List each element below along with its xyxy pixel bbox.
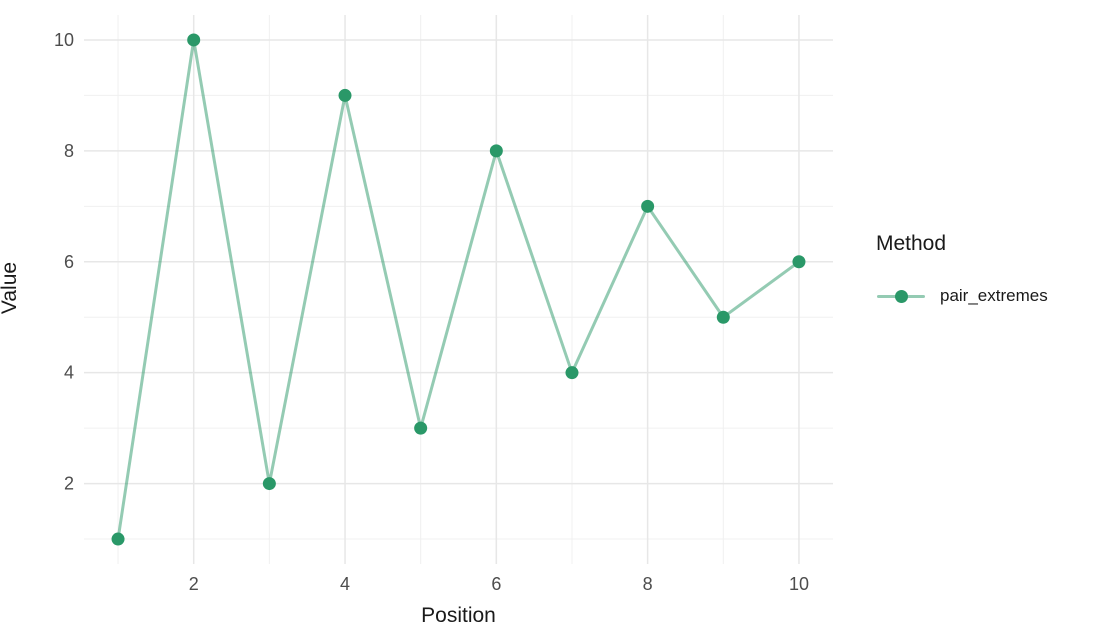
data-point <box>792 255 806 269</box>
data-point <box>262 477 276 491</box>
legend-point-swatch <box>894 289 908 303</box>
series-line <box>116 38 801 541</box>
data-point <box>111 532 125 546</box>
y-tick-label: 10 <box>54 30 74 50</box>
y-tick-label: 2 <box>64 474 74 494</box>
data-point <box>641 199 655 213</box>
data-point <box>414 421 428 435</box>
y-axis-title: Value <box>0 261 21 315</box>
legend-item-label: pair_extremes <box>940 286 1048 305</box>
x-tick-label: 10 <box>789 574 809 594</box>
x-tick-label: 6 <box>491 574 501 594</box>
data-point <box>338 88 352 102</box>
legend-key-icon <box>876 284 926 308</box>
x-tick-label: 4 <box>340 574 350 594</box>
y-tick-label: 8 <box>64 141 74 161</box>
legend: Method pair_extremes <box>876 232 1048 308</box>
x-tick-label: 2 <box>189 574 199 594</box>
data-point <box>716 310 730 324</box>
y-tick-label: 4 <box>64 363 74 383</box>
data-point <box>565 366 579 380</box>
data-point <box>489 144 503 158</box>
legend-item: pair_extremes <box>876 284 1048 308</box>
x-axis-title: Position <box>421 604 496 627</box>
data-point <box>187 33 201 47</box>
x-tick-label: 8 <box>643 574 653 594</box>
y-tick-label: 6 <box>64 252 74 272</box>
legend-title: Method <box>876 232 947 255</box>
